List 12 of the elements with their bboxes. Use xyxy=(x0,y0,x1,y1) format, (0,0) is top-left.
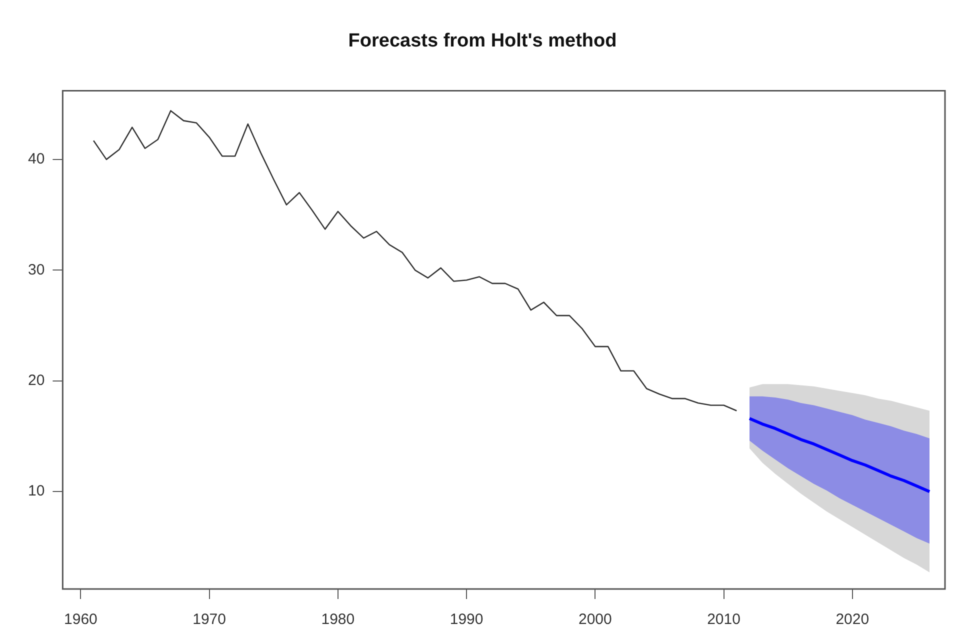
x-tick-label: 2000 xyxy=(578,611,612,628)
x-tick-label: 1970 xyxy=(192,611,226,628)
chart-title: Forecasts from Holt's method xyxy=(348,30,617,52)
x-tick-label: 2020 xyxy=(836,611,870,628)
x-tick-label: 1990 xyxy=(450,611,484,628)
y-tick-label: 30 xyxy=(28,261,45,278)
x-tick-label: 1980 xyxy=(321,611,355,628)
x-tick-label: 2010 xyxy=(707,611,740,628)
y-tick-label: 20 xyxy=(28,372,45,390)
y-tick-label: 40 xyxy=(28,150,45,168)
x-tick-label: 1960 xyxy=(64,611,98,628)
y-tick-label: 10 xyxy=(28,482,45,500)
